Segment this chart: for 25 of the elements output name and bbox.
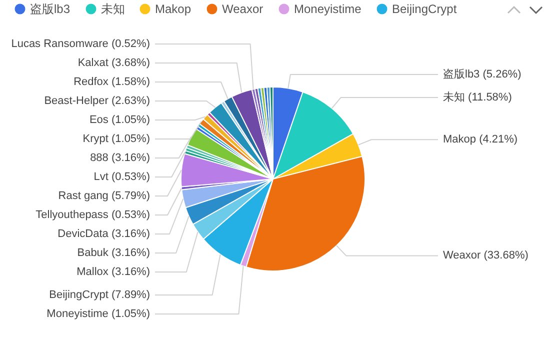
- category-label: BeijingCrypt (7.89%): [49, 289, 150, 301]
- slice-label: Mallox (3.16%): [76, 266, 150, 278]
- slice-label: Babuk (3.16%): [77, 247, 150, 259]
- category-label: 盗版lb3 (5.26%): [443, 68, 522, 80]
- slice-label: Redfox (1.58%): [74, 76, 150, 88]
- legend-label: 未知: [101, 2, 125, 16]
- legend-label: Moneyistime: [294, 2, 362, 16]
- slice-label: Rast gang (5.79%): [58, 190, 150, 202]
- slice-label: Lvt (0.53%): [94, 171, 150, 183]
- slice-label: Kalxat (3.68%): [78, 57, 150, 69]
- category-label: 未知 (11.58%): [443, 92, 512, 104]
- slice-label: Tellyouthepass (0.53%): [36, 209, 150, 221]
- category-label: Makop (4.21%): [443, 134, 518, 146]
- legend-label: 盗版lb3: [30, 2, 70, 16]
- slice-label: Beast-Helper (2.63%): [44, 95, 150, 107]
- slice-label: Lucas Ransomware (0.52%): [11, 38, 150, 50]
- slice-label: 888 (3.16%): [90, 152, 150, 164]
- legend-label: BeijingCrypt: [392, 2, 458, 16]
- legend-label: Weaxor: [222, 2, 264, 16]
- legend-label: Makop: [155, 2, 192, 16]
- category-label: Weaxor (33.68%): [443, 250, 528, 262]
- slice-label: Krypt (1.05%): [82, 133, 150, 145]
- slice-label: Eos (1.05%): [89, 114, 150, 126]
- category-label: Moneyistime (1.05%): [46, 308, 150, 320]
- slice-label: DevicData (3.16%): [58, 228, 150, 240]
